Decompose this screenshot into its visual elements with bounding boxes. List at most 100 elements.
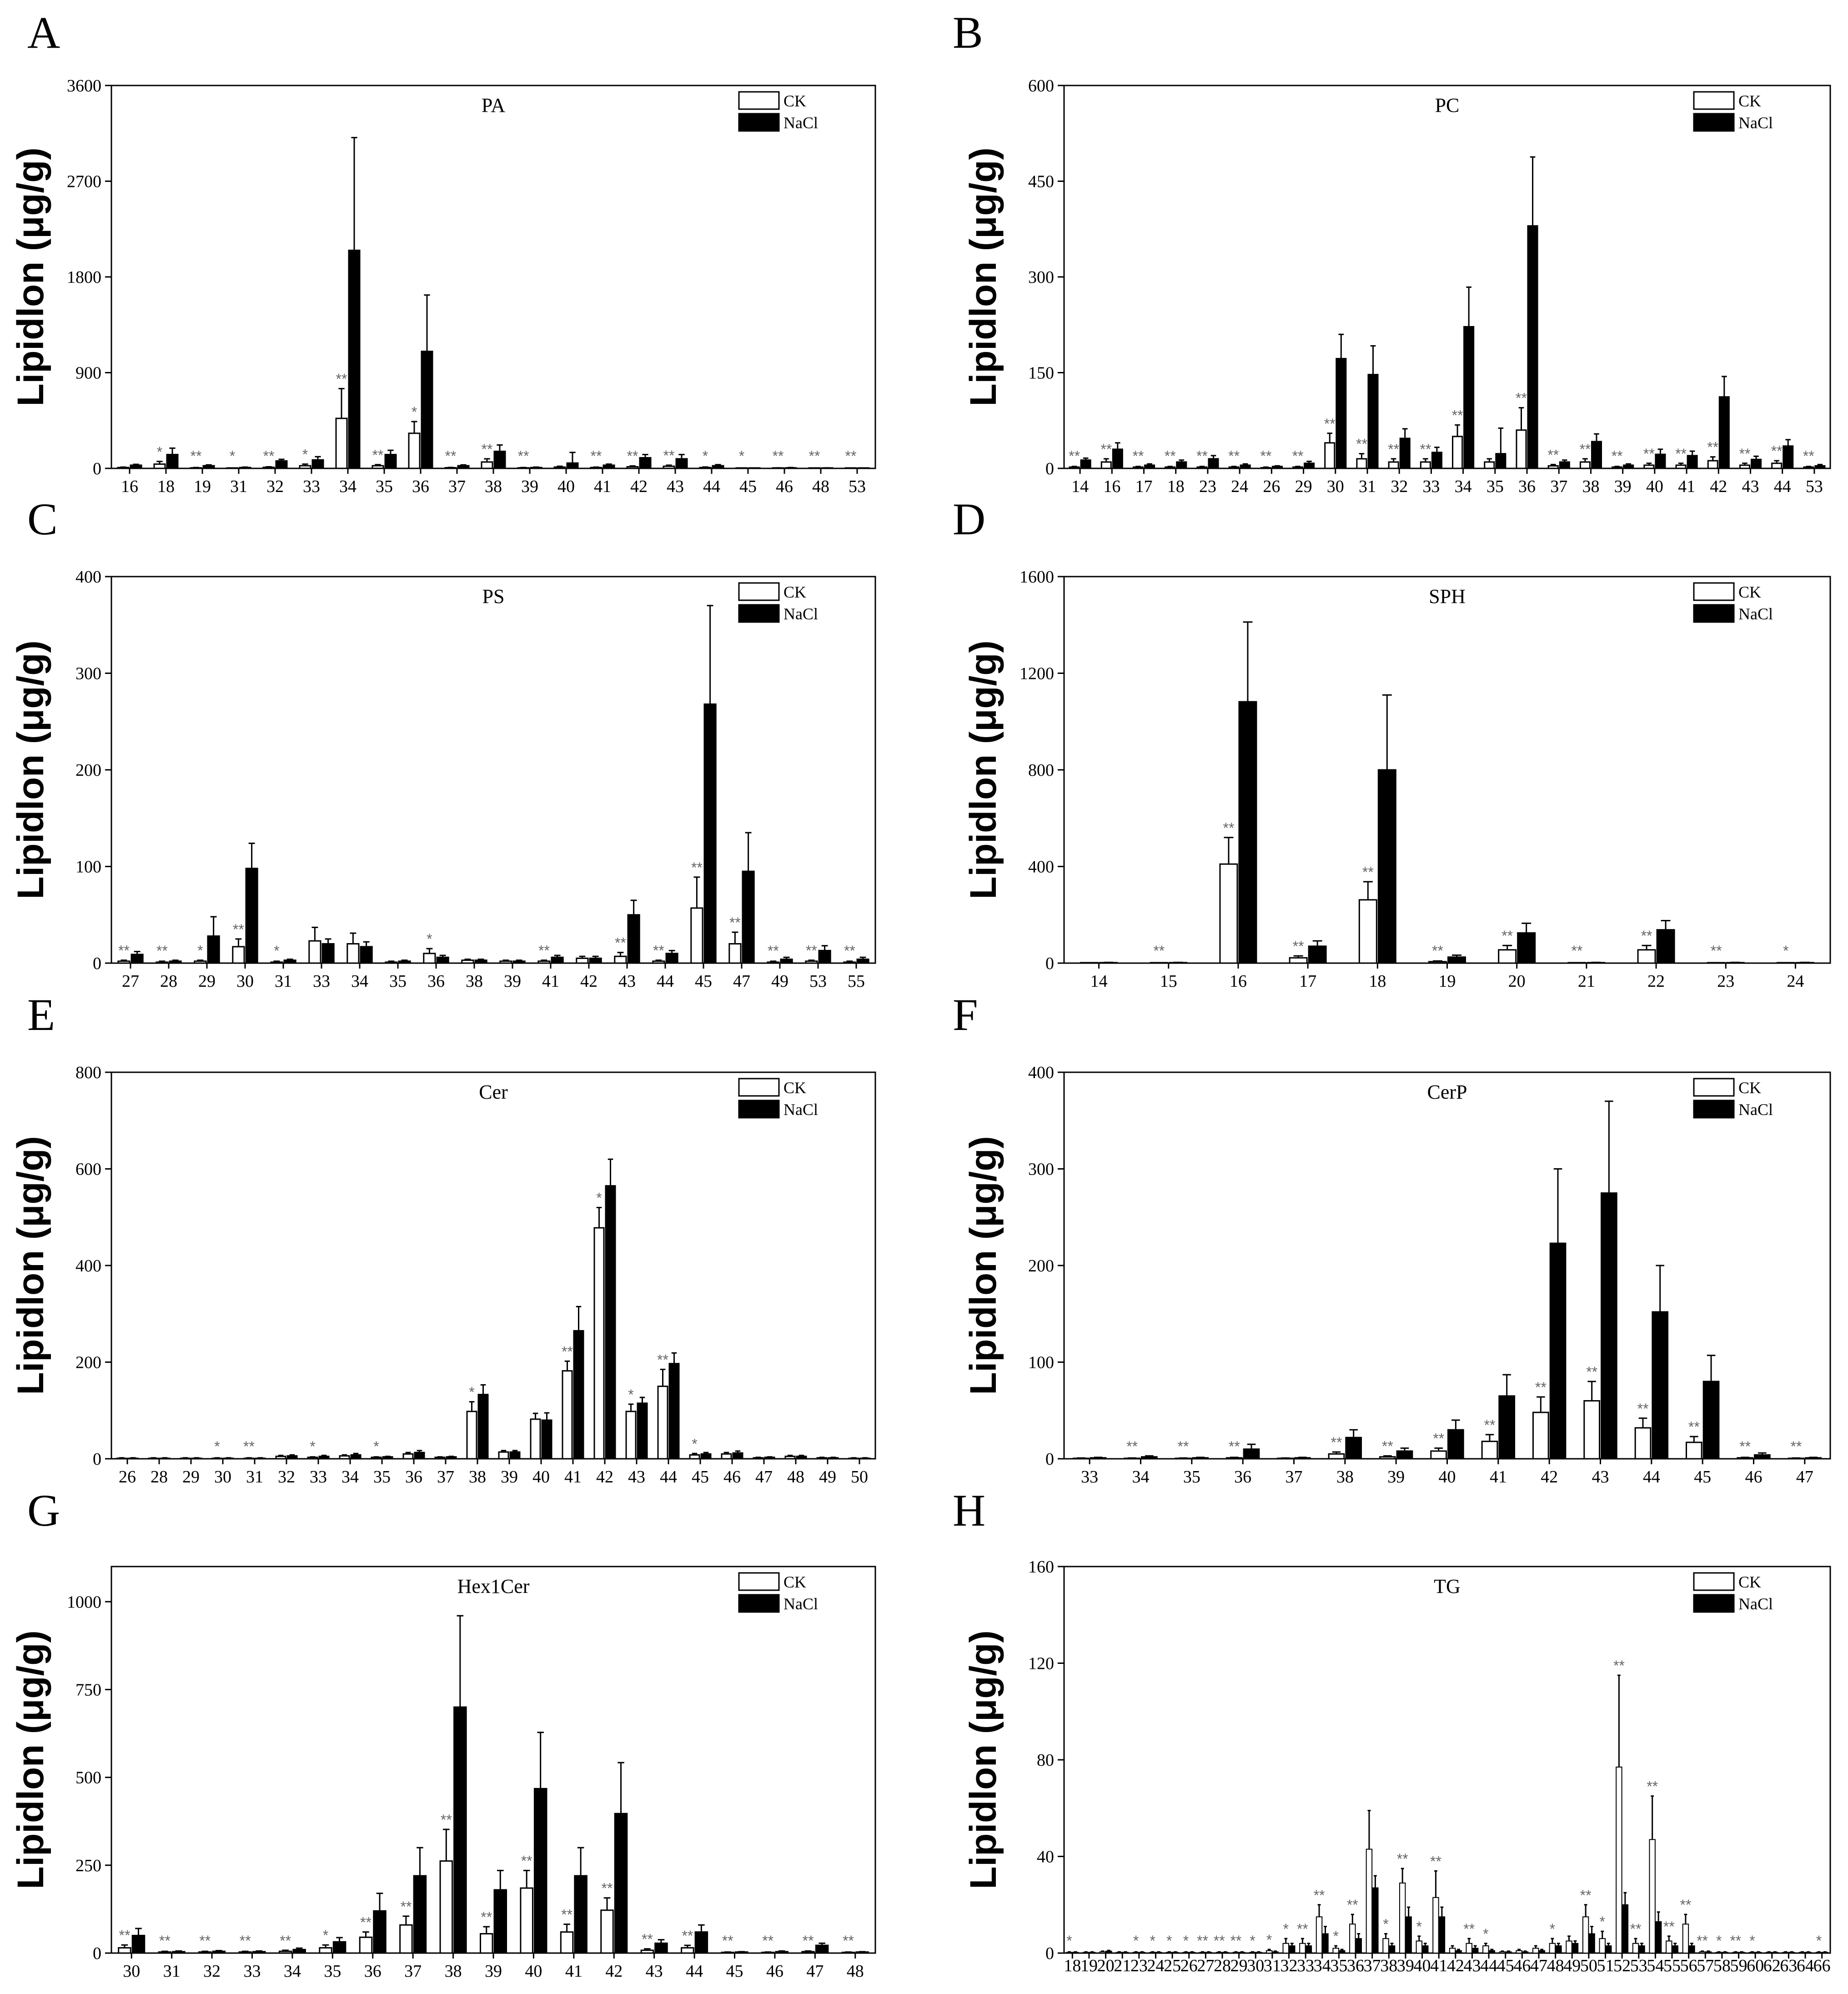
x-tick-label: 60 xyxy=(1747,1956,1764,1975)
x-tick-label: 40 xyxy=(525,1962,542,1981)
x-tick-label: 27 xyxy=(122,972,139,991)
bar-nacl xyxy=(1455,1950,1462,1954)
significance-marker: ** xyxy=(663,447,675,464)
significance-marker: ** xyxy=(1214,1933,1225,1949)
significance-marker: * xyxy=(302,447,308,463)
significance-marker: * xyxy=(1716,1933,1722,1949)
x-tick-label: 41 xyxy=(564,1467,582,1487)
y-tick-label: 100 xyxy=(75,858,101,877)
x-tick-label: 33 xyxy=(313,972,330,991)
bar-nacl xyxy=(1289,1945,1296,1954)
significance-marker: ** xyxy=(1641,928,1652,944)
significance-marker: ** xyxy=(1178,1438,1189,1455)
plot-frame xyxy=(1063,576,1831,964)
legend-swatch-nacl xyxy=(1693,1594,1735,1613)
bar-ck xyxy=(434,1457,446,1460)
bar-ck xyxy=(423,953,436,964)
significance-marker: ** xyxy=(843,1933,854,1949)
bar-ck xyxy=(1219,863,1238,964)
bar-ck xyxy=(784,1456,796,1460)
y-axis-label: Lipidlon (μg/g) xyxy=(10,1136,51,1395)
significance-marker: ** xyxy=(729,914,741,931)
bar-nacl xyxy=(614,1813,628,1954)
bar-ck xyxy=(614,955,627,964)
y-tick-label: 200 xyxy=(1028,1256,1054,1276)
x-tick-label: 19 xyxy=(194,477,211,496)
x-tick-label: 32 xyxy=(266,477,284,496)
bar-nacl xyxy=(350,1454,362,1460)
y-tick-label: 0 xyxy=(1045,1450,1054,1469)
y-axis-label: Lipidlon (μg/g) xyxy=(963,147,1004,406)
x-tick-label: 32 xyxy=(1281,1956,1298,1975)
bar-nacl xyxy=(1559,461,1570,469)
significance-marker: ** xyxy=(1643,446,1655,462)
x-tick-label: 55 xyxy=(848,972,865,991)
significance-marker: * xyxy=(157,444,162,460)
y-tick-label: 0 xyxy=(93,1944,101,1963)
x-tick-label: 31 xyxy=(275,972,292,991)
x-tick-label: 34 xyxy=(1455,477,1472,496)
plot-frame xyxy=(1063,1566,1831,1954)
x-tick-label: 42 xyxy=(1710,477,1727,496)
bar-nacl xyxy=(1438,1916,1446,1954)
x-tick-label: 35 xyxy=(1486,477,1504,496)
panel-letter: A xyxy=(27,7,60,58)
significance-marker: ** xyxy=(1229,1438,1240,1455)
bar-ck xyxy=(1566,1940,1572,1954)
x-tick-label: 50 xyxy=(1580,1956,1597,1975)
x-tick-label: 47 xyxy=(1530,1956,1547,1975)
x-tick-label: 45 xyxy=(739,477,757,496)
bar-nacl xyxy=(509,1451,521,1460)
x-tick-label: 17 xyxy=(1299,972,1316,991)
y-tick-label: 450 xyxy=(1028,172,1054,191)
bar-ck xyxy=(1482,1945,1489,1954)
panel-G: G Lipidlon (μg/g) 0 250 500 750 1000 Hex1Cer CK N… xyxy=(10,1485,876,1981)
bar-ck xyxy=(1430,1450,1447,1460)
x-tick-label: 33 xyxy=(1081,1467,1098,1487)
bar-nacl xyxy=(1601,1192,1617,1460)
bar-nacl xyxy=(1105,1950,1112,1954)
bar-ck xyxy=(767,961,780,964)
bar-ck xyxy=(498,1451,509,1460)
y-axis-label: Lipidlon (μg/g) xyxy=(10,147,51,406)
x-tick-label: 26 xyxy=(1180,1956,1198,1975)
bar-ck xyxy=(1481,1441,1498,1460)
x-tick-label: 36 xyxy=(412,477,429,496)
significance-marker: * xyxy=(310,1438,315,1455)
x-tick-label: 46 xyxy=(1513,1956,1531,1975)
bar-ck xyxy=(1516,429,1527,469)
bar-ck xyxy=(1739,464,1750,469)
significance-marker: ** xyxy=(1579,441,1591,457)
y-tick-label: 120 xyxy=(1028,1654,1054,1673)
bar-nacl xyxy=(1555,1945,1562,1954)
bar-nacl xyxy=(413,1875,427,1954)
bar-nacl xyxy=(360,946,373,964)
significance-marker: ** xyxy=(1637,1401,1649,1417)
x-tick-label: 62 xyxy=(1763,1956,1781,1975)
panel-letter: B xyxy=(953,7,983,58)
significance-marker: * xyxy=(214,1438,220,1455)
chart-title: Cer xyxy=(479,1081,508,1103)
significance-marker: ** xyxy=(809,448,820,464)
bar-ck xyxy=(576,957,589,964)
bar-nacl xyxy=(169,960,182,964)
significance-marker: ** xyxy=(481,1909,492,1925)
bar-nacl xyxy=(1623,464,1634,469)
bar-ck xyxy=(593,1227,605,1460)
bar-ck xyxy=(801,1951,815,1954)
panel-letter: F xyxy=(953,989,978,1040)
bar-nacl xyxy=(275,460,288,469)
bar-ck xyxy=(270,961,283,964)
bar-ck xyxy=(275,1456,286,1460)
significance-marker: * xyxy=(1250,1933,1255,1949)
bar-ck xyxy=(805,960,818,964)
x-tick-label: 41 xyxy=(594,477,611,496)
y-tick-label: 750 xyxy=(75,1680,101,1699)
x-tick-label: 37 xyxy=(1286,1467,1303,1487)
significance-marker: * xyxy=(628,1386,633,1403)
x-tick-label: 32 xyxy=(278,1467,295,1487)
bar-ck xyxy=(1634,1427,1652,1460)
bar-ck xyxy=(399,1924,413,1954)
bar-ck xyxy=(1428,961,1447,964)
bar-nacl xyxy=(1652,1311,1669,1460)
